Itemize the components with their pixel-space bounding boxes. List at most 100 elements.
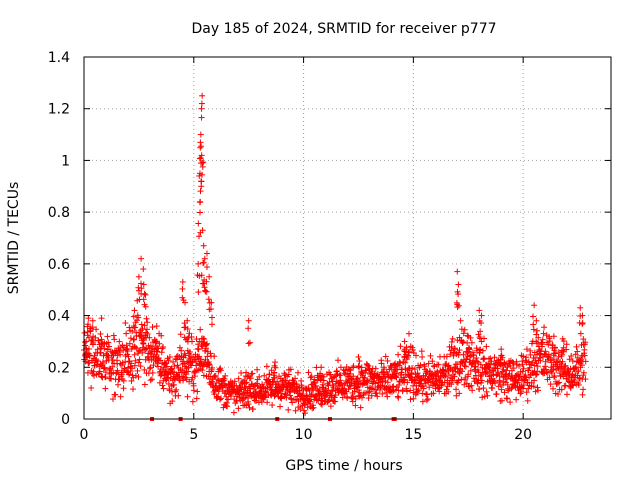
data-point	[190, 399, 196, 405]
x-tick-label: 20	[514, 427, 532, 443]
x-tick-label: 5	[189, 427, 198, 443]
data-point	[202, 348, 208, 354]
data-point	[404, 388, 410, 394]
data-point	[131, 314, 137, 320]
y-tick-label: 1.2	[48, 102, 70, 118]
data-point	[97, 331, 103, 337]
data-point	[198, 178, 204, 184]
x-tick-label: 15	[404, 427, 422, 443]
data-point	[150, 324, 156, 330]
data-point	[463, 364, 469, 370]
data-point	[264, 363, 270, 369]
data-point	[478, 313, 484, 319]
data-point	[82, 342, 88, 348]
data-point	[118, 394, 124, 400]
y-tick-label: 0.8	[48, 205, 70, 221]
data-point	[121, 385, 127, 391]
data-point	[254, 367, 260, 373]
data-point	[407, 396, 413, 402]
data-point	[455, 282, 461, 288]
data-point	[98, 350, 104, 356]
data-point	[535, 363, 541, 369]
data-point	[373, 366, 379, 372]
data-point	[160, 383, 166, 389]
data-point	[556, 379, 562, 385]
chart-title: Day 185 of 2024, SRMTID for receiver p77…	[191, 21, 496, 37]
data-point	[199, 101, 205, 107]
data-point	[356, 358, 362, 364]
data-point	[402, 338, 408, 344]
data-point	[580, 386, 586, 392]
data-point	[245, 325, 251, 331]
data-point	[136, 274, 142, 280]
data-point	[454, 269, 460, 275]
data-point	[564, 341, 570, 347]
chart: Day 185 of 2024, SRMTID for receiver p77…	[0, 0, 640, 480]
data-point	[458, 318, 464, 324]
data-point	[224, 403, 230, 409]
data-point	[211, 353, 217, 359]
y-tick-labels: 00.20.40.60.811.21.4	[48, 50, 70, 428]
data-point	[428, 353, 434, 359]
data-point	[194, 396, 200, 402]
data-point	[246, 340, 252, 346]
data-point	[99, 315, 105, 321]
data-point	[126, 325, 132, 331]
data-point	[243, 370, 249, 376]
data-point	[513, 359, 519, 365]
data-point	[194, 389, 200, 395]
data-point	[161, 386, 167, 392]
data-point	[541, 331, 547, 337]
data-point	[350, 399, 356, 405]
data-point	[191, 387, 197, 393]
data-point	[204, 264, 210, 270]
data-point	[318, 364, 324, 370]
data-point	[139, 322, 145, 328]
data-point	[159, 349, 165, 355]
data-point	[504, 396, 510, 402]
data-point	[142, 291, 148, 297]
data-point	[513, 397, 519, 403]
data-point	[272, 393, 278, 399]
data-point	[178, 331, 184, 337]
data-point	[295, 370, 301, 376]
data-point	[541, 324, 547, 330]
data-point	[462, 327, 468, 333]
data-point	[384, 394, 390, 400]
data-point	[236, 376, 242, 382]
data-point	[395, 395, 401, 401]
data-point	[235, 405, 241, 411]
data-point	[143, 316, 149, 322]
y-tick-label: 0	[61, 412, 70, 428]
data-point	[534, 328, 540, 334]
data-point	[533, 318, 539, 324]
data-point	[395, 352, 401, 358]
data-point	[530, 313, 536, 319]
data-point	[487, 355, 493, 361]
data-point	[471, 352, 477, 358]
data-point	[199, 115, 205, 121]
data-point	[453, 386, 459, 392]
data-point	[484, 393, 490, 399]
data-point	[552, 373, 558, 379]
data-point	[424, 392, 430, 398]
data-point	[198, 132, 204, 138]
data-point	[134, 368, 140, 374]
data-point	[530, 321, 536, 327]
data-point	[197, 199, 203, 205]
data-point	[160, 344, 166, 350]
data-point	[196, 233, 202, 239]
data-point	[454, 304, 460, 310]
data-series	[81, 93, 589, 416]
data-point	[104, 333, 110, 339]
data-point	[306, 369, 312, 375]
data-point	[197, 145, 203, 151]
data-point	[269, 402, 275, 408]
data-point	[195, 261, 201, 267]
data-point	[199, 93, 205, 99]
data-point	[246, 318, 252, 324]
data-point	[481, 355, 487, 361]
data-point	[450, 336, 456, 342]
data-point	[335, 357, 341, 363]
data-point	[88, 385, 94, 391]
